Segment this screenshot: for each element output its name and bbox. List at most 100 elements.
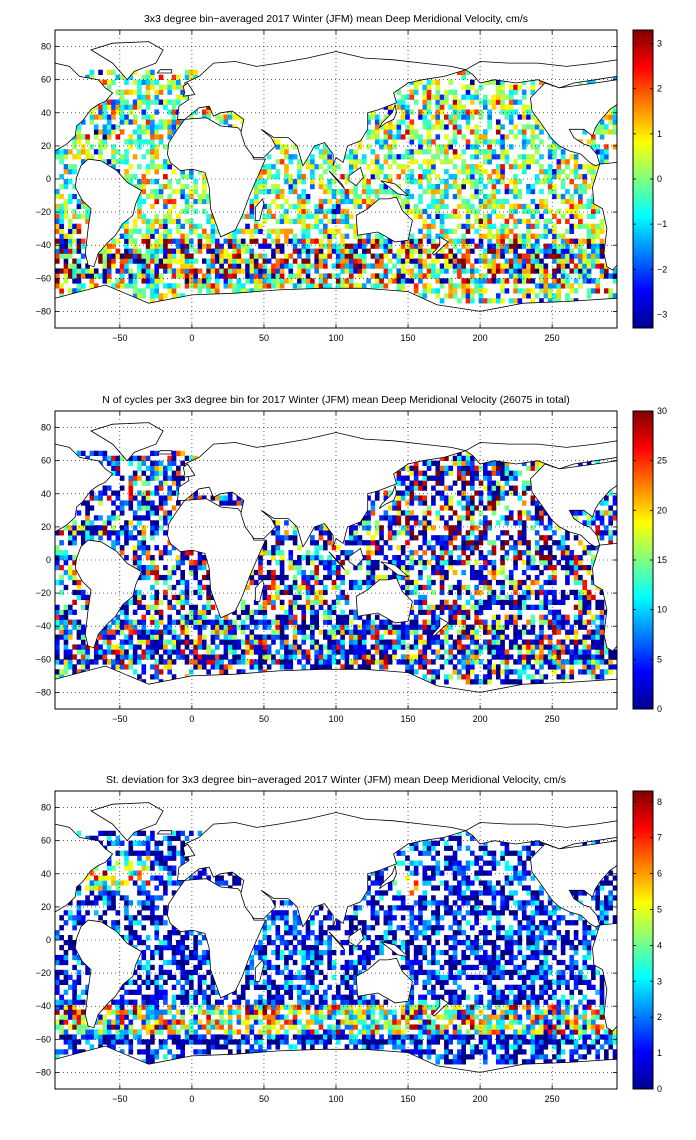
heatmap-cell — [137, 228, 142, 234]
heatmap-cell — [482, 535, 488, 541]
heatmap-cell — [513, 268, 518, 274]
heatmap-cell — [102, 520, 108, 526]
heatmap-cell — [582, 669, 588, 675]
heatmap-cell — [526, 208, 531, 215]
heatmap-cell — [141, 183, 147, 190]
heatmap-cell — [495, 203, 501, 210]
heatmap-cell — [578, 540, 583, 546]
heatmap-cell — [180, 629, 185, 635]
heatmap-cell — [491, 298, 497, 304]
heatmap-cell — [154, 278, 160, 284]
heatmap-cell — [115, 515, 121, 521]
heatmap-cell — [275, 594, 281, 601]
heatmap-cell — [448, 619, 454, 625]
heatmap-cell — [444, 124, 449, 130]
heatmap-cell — [353, 203, 358, 210]
heatmap-cell — [513, 164, 518, 170]
heatmap-cell — [396, 258, 402, 264]
heatmap-cell — [227, 243, 233, 249]
heatmap-cell — [318, 604, 324, 610]
heatmap-cell — [517, 604, 523, 610]
heatmap-cell — [214, 238, 220, 244]
heatmap-cell — [366, 263, 371, 269]
heatmap-cell — [513, 283, 518, 289]
heatmap-cell — [331, 243, 337, 249]
heatmap-cell — [55, 268, 60, 274]
heatmap-cell — [262, 253, 268, 259]
heatmap-cell — [55, 639, 60, 645]
heatmap-cell — [508, 679, 514, 685]
heatmap-cell — [418, 654, 423, 660]
heatmap-cell — [461, 634, 466, 640]
heatmap-cell — [262, 609, 268, 615]
heatmap-cell — [318, 579, 324, 586]
heatmap-cell — [176, 564, 181, 571]
heatmap-cell — [340, 609, 345, 615]
heatmap-cell — [55, 218, 60, 224]
heatmap-cell — [457, 669, 462, 675]
heatmap-cell — [508, 619, 514, 625]
heatmap-cell — [474, 654, 479, 660]
heatmap-cell — [180, 258, 185, 264]
heatmap-cell — [431, 669, 436, 675]
heatmap-cell — [513, 159, 518, 165]
heatmap-cell — [353, 198, 358, 205]
heatmap-cell — [608, 540, 613, 546]
heatmap-cell — [210, 634, 216, 640]
heatmap-cell — [409, 619, 415, 625]
heatmap-cell — [305, 198, 311, 205]
heatmap-cell — [526, 510, 531, 516]
heatmap-cell — [262, 599, 268, 605]
heatmap-cell — [357, 664, 363, 670]
heatmap-cell — [163, 84, 168, 90]
heatmap-cell — [543, 253, 549, 259]
heatmap-cell — [500, 288, 505, 294]
heatmap-cell — [292, 584, 298, 591]
heatmap-cell — [167, 99, 173, 105]
heatmap-cell — [565, 298, 570, 304]
heatmap-cell — [141, 213, 147, 220]
heatmap-cell — [478, 84, 484, 90]
heatmap-cell — [284, 584, 289, 591]
heatmap-cell — [336, 629, 341, 635]
heatmap-cell — [176, 594, 181, 601]
heatmap-cell — [422, 644, 428, 650]
heatmap-cell — [141, 619, 147, 625]
heatmap-cell — [176, 555, 181, 561]
heatmap-cell — [370, 550, 376, 556]
heatmap-cell — [517, 659, 523, 665]
heatmap-cell — [418, 273, 423, 279]
heatmap-cell — [124, 654, 129, 660]
heatmap-cell — [543, 288, 549, 294]
heatmap-cell — [396, 629, 402, 635]
heatmap-cell — [128, 654, 134, 660]
heatmap-cell — [517, 540, 523, 546]
heatmap-cell — [348, 644, 354, 650]
heatmap-cell — [595, 164, 600, 170]
heatmap-cell — [301, 174, 307, 180]
heatmap-cell — [426, 233, 432, 239]
heatmap-cell — [357, 238, 363, 244]
heatmap-cell — [206, 104, 211, 110]
heatmap-cell — [353, 233, 358, 239]
heatmap-cell — [387, 164, 393, 170]
heatmap-cell — [55, 550, 60, 556]
heatmap-cell — [145, 550, 151, 556]
heatmap-cell — [314, 525, 319, 531]
heatmap-cell — [348, 213, 354, 220]
heatmap-cell — [452, 525, 458, 531]
heatmap-cell — [59, 193, 64, 200]
heatmap-cell — [478, 520, 484, 526]
heatmap-cell — [534, 679, 540, 685]
heatmap-cell — [137, 84, 142, 90]
heatmap-cell — [340, 283, 345, 289]
heatmap-cell — [124, 555, 129, 561]
heatmap-cell — [344, 550, 350, 556]
heatmap-cell — [357, 639, 363, 645]
heatmap-cell — [526, 233, 531, 239]
heatmap-cell — [171, 569, 177, 576]
heatmap-cell — [552, 564, 557, 571]
heatmap-cell — [292, 619, 298, 625]
heatmap-cell — [495, 520, 501, 526]
heatmap-cell — [487, 119, 492, 125]
